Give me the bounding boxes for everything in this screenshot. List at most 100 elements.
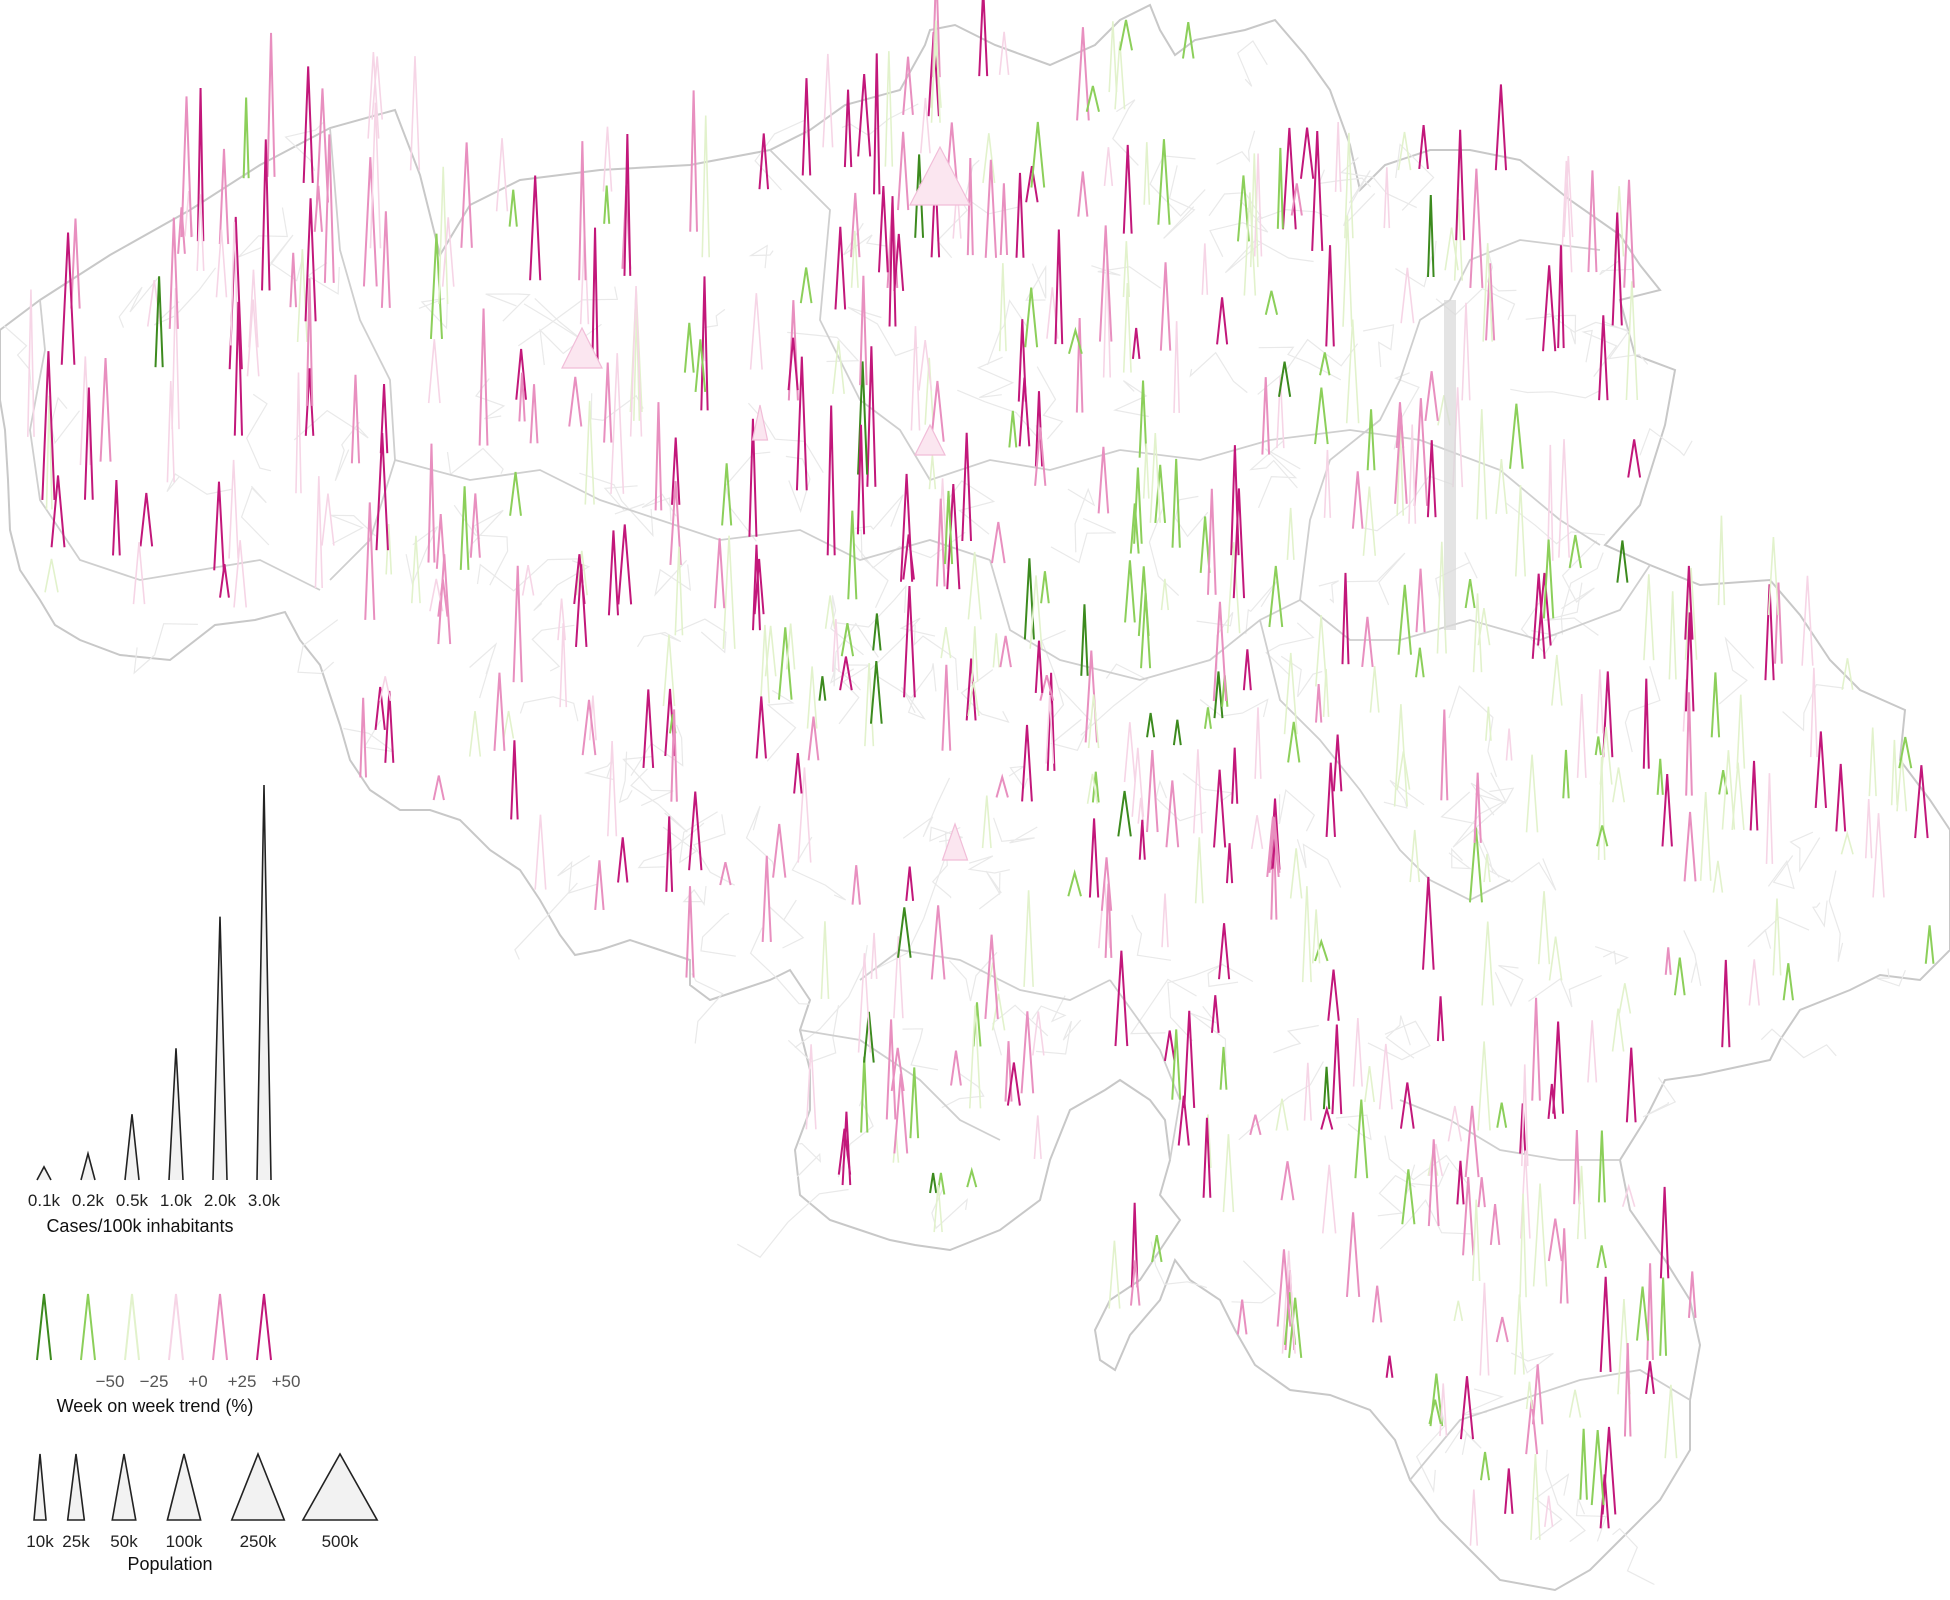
municipality-spike [1249,1114,1262,1136]
municipality-border [133,623,198,675]
municipality-spike [359,697,368,778]
municipality-spike [1210,995,1220,1033]
municipality-spike [795,356,808,491]
legend-trend-label: +0 [188,1372,207,1391]
municipality-spike [594,860,605,911]
municipality-spike [1029,575,1043,649]
municipality-border [622,756,674,807]
municipality-spike [1046,672,1056,771]
municipality-border [1782,683,1845,732]
municipality-spike [1020,1011,1035,1094]
legend-population-label: 250k [240,1532,277,1551]
municipality-border [297,619,339,675]
municipality-spike [1721,959,1731,1048]
municipality-spike [1485,706,1492,741]
municipality-spike [1659,1277,1668,1356]
municipality-spike [752,544,761,631]
municipality-spike [950,1050,962,1086]
municipality-spike [1444,227,1459,271]
municipality-spike [521,564,535,596]
municipality-border [960,669,1010,723]
legend-population-label: 500k [322,1532,359,1551]
legend-trend-label: +25 [228,1372,257,1391]
municipality-spike [607,740,618,837]
municipality-spike [1782,963,1794,1001]
municipality-border [1404,1162,1450,1197]
municipality-spike [1025,166,1039,203]
municipality-spike [1282,127,1297,230]
municipality-border [1639,427,1693,457]
municipality-spike [437,166,449,305]
municipality-spike [966,157,974,256]
province-border [1399,1099,1620,1161]
municipality-spike [1525,1381,1534,1410]
municipality-spike [1264,290,1279,315]
municipality-border [1575,1498,1607,1542]
legend-trend-label: −25 [140,1372,169,1391]
municipality-spike [777,627,793,700]
municipality-spike [982,133,996,184]
municipality-spike [1453,1300,1464,1322]
municipality-spike [1117,790,1132,837]
municipality-spike [132,542,146,605]
municipality-spike [999,635,1012,668]
municipality-spike [877,186,889,273]
municipality-spike [1749,760,1759,831]
municipality-border [636,631,682,648]
municipality-spike [1146,749,1159,833]
municipality-spike [1890,739,1898,806]
municipality-spike [857,361,869,475]
municipality-spike [694,339,707,393]
legend-cases-spike [80,1150,96,1181]
municipality-spike [1393,704,1409,807]
municipality-spike [1183,1010,1196,1109]
municipality-spike [1319,352,1331,376]
municipality-spike [70,218,81,309]
municipality-spike [1138,819,1146,860]
municipality-spike [1098,225,1113,342]
municipality-spike [1643,574,1655,661]
municipality-spike [1315,615,1328,687]
municipality-spike [1276,1249,1292,1327]
municipality-border [1595,946,1629,965]
municipality-spike [1194,837,1204,904]
municipality-spike [1505,728,1513,761]
municipality-spike [797,767,812,863]
municipality-spike [379,676,392,702]
municipality-spike [764,625,777,677]
municipality-spike [1560,160,1573,273]
municipality-spike [1383,167,1391,229]
municipality-spike [1618,983,1632,1014]
municipality-spike [1625,281,1639,401]
municipality-spike [213,481,225,571]
legend: 0.1k 0.2k 0.5k 1.0k 2.0k 3.0k Cases/100k inha… [26,784,379,1574]
municipality-spike [1623,179,1635,288]
municipality-spike [1362,486,1377,556]
municipality-spike [671,437,681,505]
municipality-border [1318,580,1339,604]
municipality-border [1395,143,1435,211]
municipality-border [618,751,633,804]
municipality-spike [1396,751,1411,790]
municipality-spike [1594,736,1602,756]
municipality-spike [180,96,193,238]
municipality-border [637,822,705,869]
municipality-spike [935,498,946,587]
municipality-spike [375,433,389,551]
municipality-spike [870,932,878,979]
municipality-border [785,455,811,514]
municipality-spike [1278,361,1292,397]
municipality-border [978,870,1002,910]
municipality-spike [1342,215,1353,327]
municipality-border [246,393,272,472]
municipality-border [674,618,727,654]
municipality-spike [1611,212,1623,326]
municipality-spike [642,689,655,769]
municipality-spike [323,134,335,283]
municipality-spike [859,275,868,386]
municipality-spike [1104,883,1113,958]
municipality-spike [1542,539,1555,619]
municipality-spike [893,936,904,1019]
municipality-border [1050,517,1117,564]
municipality-spike [1599,726,1613,785]
